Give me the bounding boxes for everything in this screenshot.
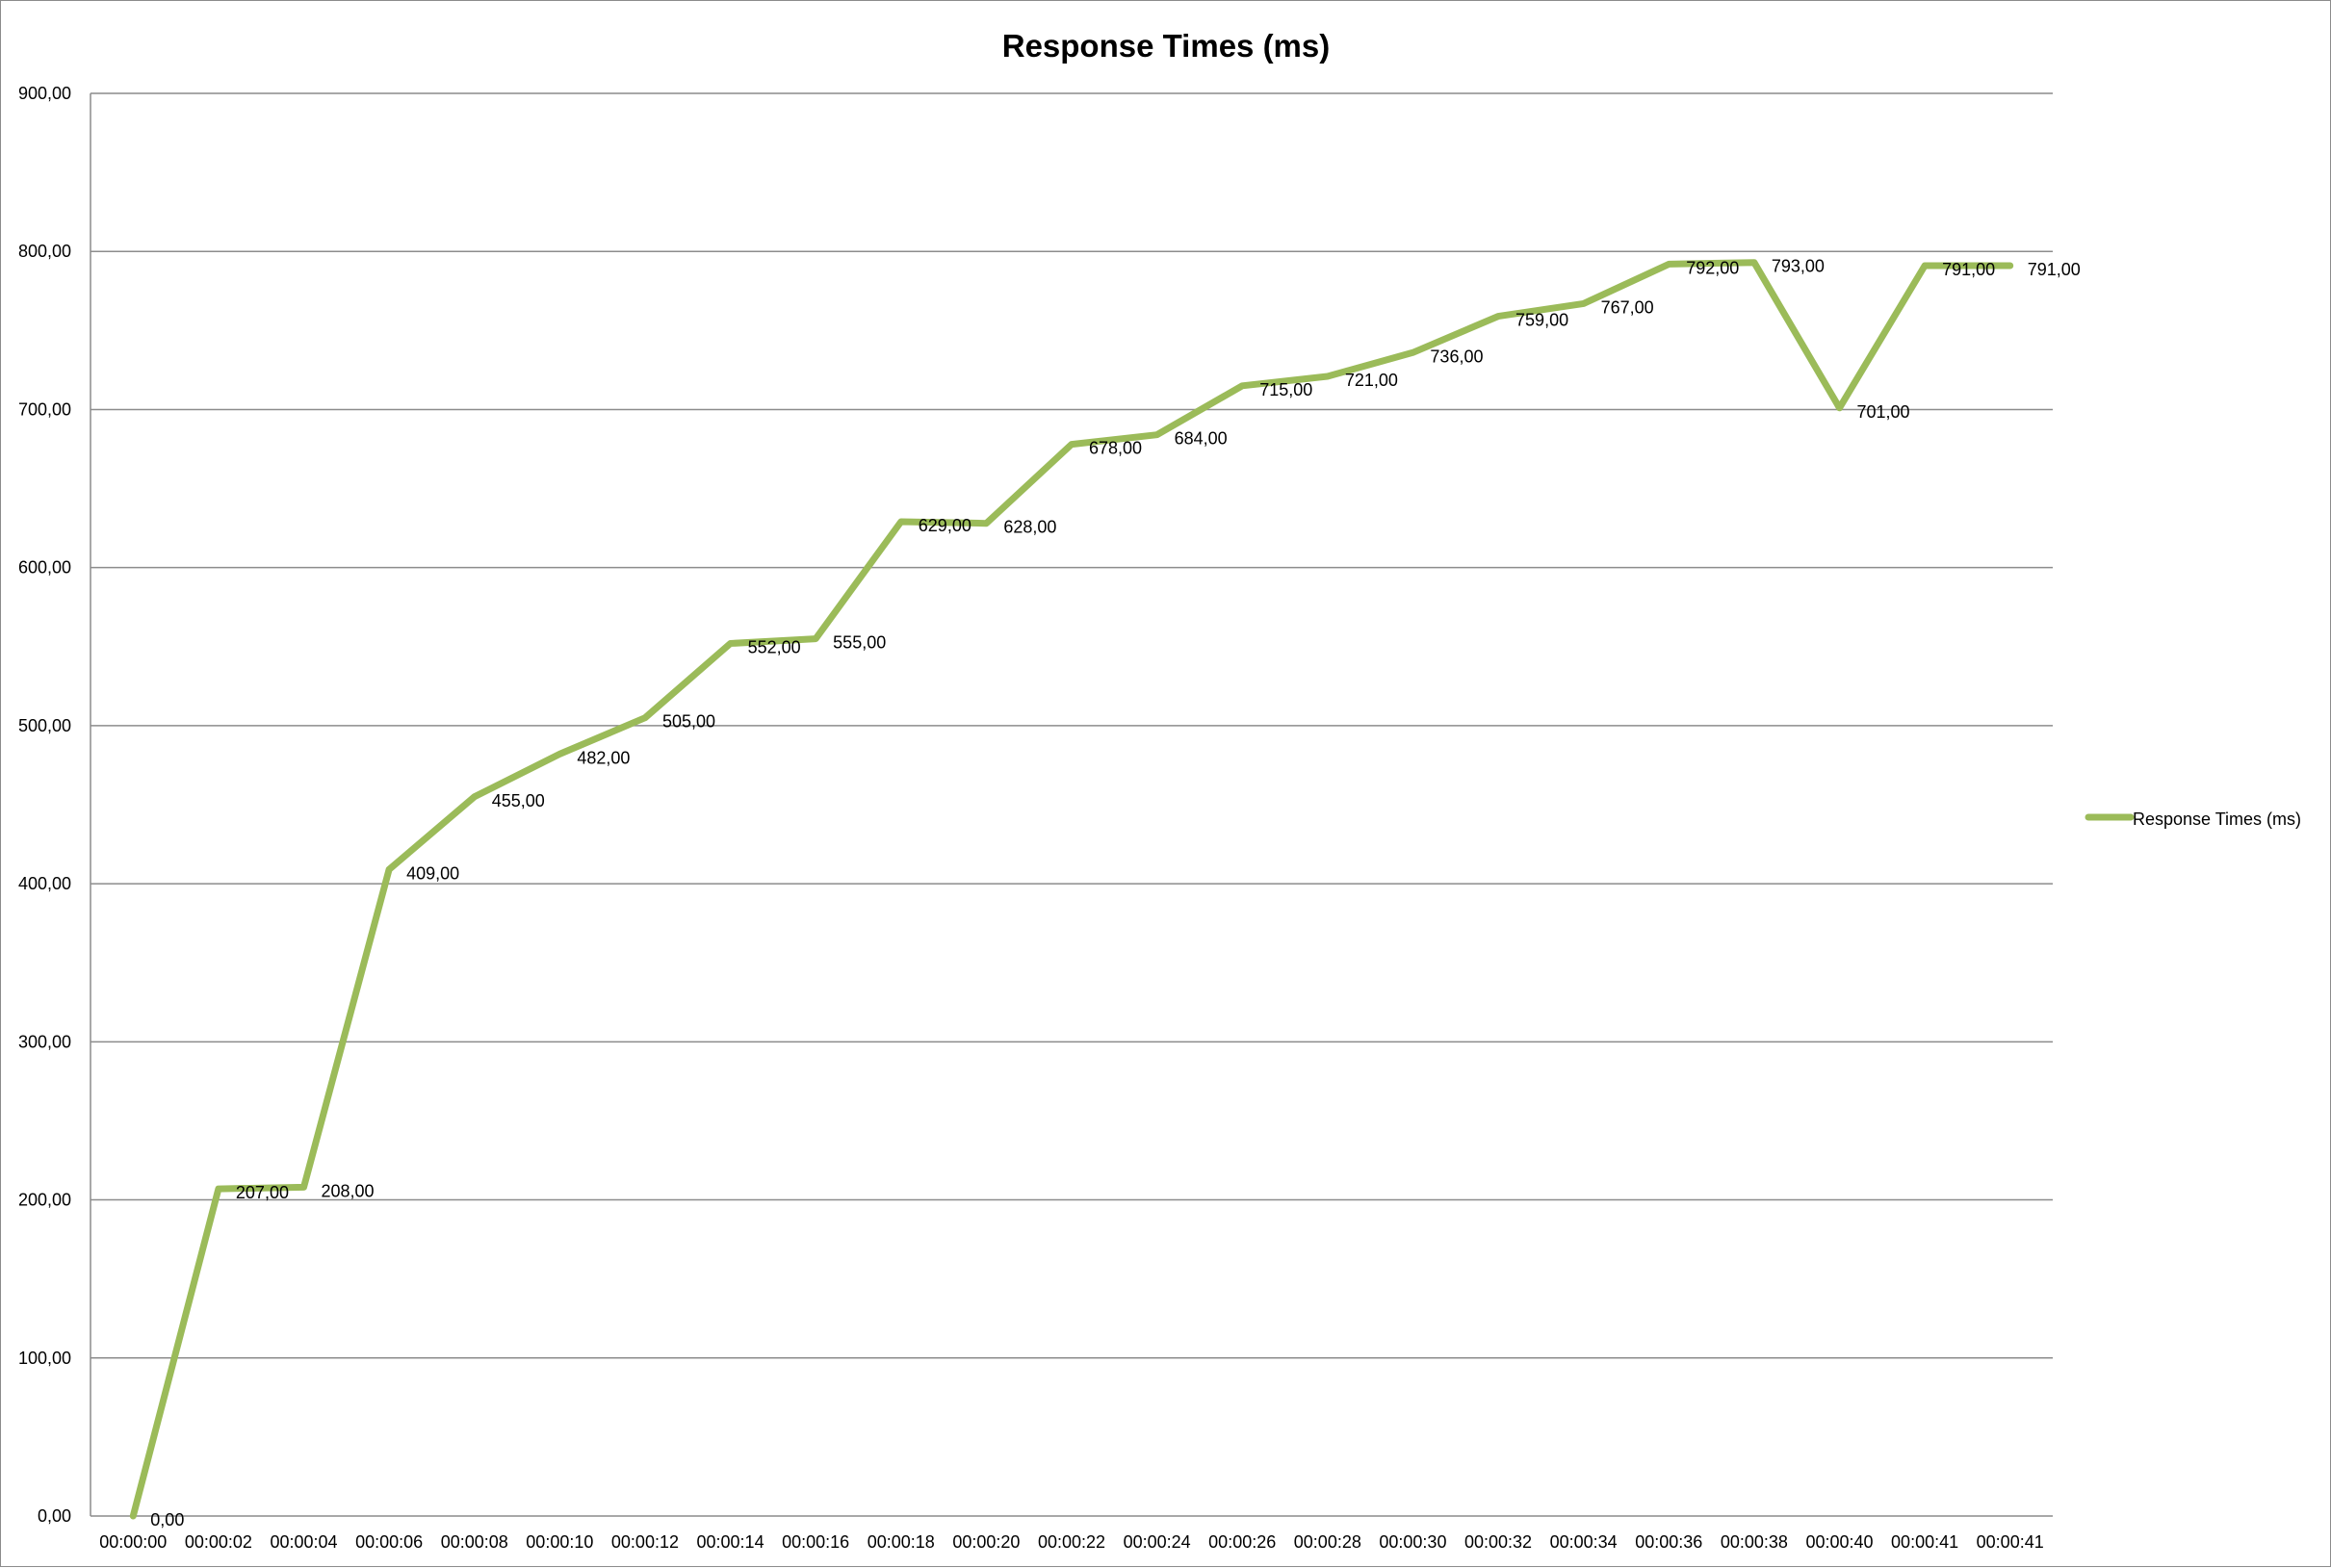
x-tick-label: 00:00:02	[185, 1532, 252, 1552]
data-label: 207,00	[236, 1183, 289, 1202]
data-label: 505,00	[662, 712, 715, 732]
x-tick-label: 00:00:00	[99, 1532, 167, 1552]
chart-title: Response Times (ms)	[1002, 28, 1331, 64]
data-label: 678,00	[1089, 439, 1142, 458]
x-tick-label: 00:00:41	[1891, 1532, 1958, 1552]
x-tick-label: 00:00:28	[1294, 1532, 1361, 1552]
data-label: 409,00	[406, 863, 459, 883]
y-tick-label: 700,00	[18, 399, 71, 419]
x-tick-label: 00:00:04	[270, 1532, 337, 1552]
x-tick-label: 00:00:24	[1124, 1532, 1191, 1552]
y-tick-label: 400,00	[18, 874, 71, 893]
legend-entry-label: Response Times (ms)	[2133, 810, 2301, 829]
data-label: 793,00	[1772, 257, 1825, 276]
data-label: 736,00	[1430, 347, 1483, 366]
data-label: 0,00	[150, 1510, 184, 1529]
data-label: 721,00	[1345, 371, 1398, 390]
x-tick-label: 00:00:36	[1635, 1532, 1702, 1552]
y-tick-label: 300,00	[18, 1032, 71, 1051]
data-label: 552,00	[748, 637, 801, 656]
series-line	[133, 263, 2009, 1516]
data-label: 455,00	[492, 791, 545, 810]
legend: Response Times (ms)	[2088, 810, 2301, 829]
data-label: 791,00	[2028, 260, 2081, 279]
x-tick-label: 00:00:20	[952, 1532, 1020, 1552]
x-tick-label: 00:00:40	[1805, 1532, 1873, 1552]
x-tick-label: 00:00:32	[1464, 1532, 1532, 1552]
data-label: 684,00	[1175, 429, 1228, 449]
data-labels: 0,00 207,00 208,00 409,00 455,00 482,00 505,00…	[150, 257, 2080, 1529]
y-axis-tick-labels: 0,00 100,00 200,00 300,00 400,00 500,00 600,00…	[18, 84, 71, 1526]
data-label: 628,00	[1003, 518, 1056, 537]
x-axis-tick-labels: 00:00:00 00:00:02 00:00:04 00:00:06 00:00:08…	[99, 1532, 2043, 1552]
data-label: 767,00	[1601, 297, 1654, 317]
data-label: 791,00	[1942, 260, 1995, 279]
data-label: 482,00	[577, 748, 630, 767]
x-tick-label: 00:00:22	[1038, 1532, 1105, 1552]
y-tick-label: 200,00	[18, 1191, 71, 1210]
x-tick-label: 00:00:06	[355, 1532, 423, 1552]
x-tick-label: 00:00:38	[1721, 1532, 1788, 1552]
data-label: 555,00	[833, 633, 886, 653]
x-tick-label: 00:00:10	[526, 1532, 593, 1552]
series-lines	[133, 263, 2010, 1516]
x-tick-label: 00:00:08	[441, 1532, 508, 1552]
data-label: 715,00	[1259, 380, 1312, 399]
data-label: 792,00	[1686, 258, 1739, 277]
x-tick-label: 00:00:12	[611, 1532, 679, 1552]
x-tick-label: 00:00:34	[1550, 1532, 1618, 1552]
data-label: 629,00	[919, 516, 971, 535]
y-tick-label: 900,00	[18, 84, 71, 103]
data-label: 701,00	[1856, 402, 1909, 422]
data-label: 759,00	[1515, 311, 1568, 330]
x-tick-label: 00:00:26	[1208, 1532, 1276, 1552]
data-label: 208,00	[322, 1181, 375, 1200]
x-tick-label: 00:00:41	[1977, 1532, 2044, 1552]
y-tick-label: 800,00	[18, 242, 71, 261]
x-tick-label: 00:00:16	[782, 1532, 849, 1552]
gridlines	[91, 93, 2053, 1358]
axes	[91, 93, 2053, 1516]
y-tick-label: 0,00	[38, 1506, 71, 1526]
y-tick-label: 100,00	[18, 1349, 71, 1368]
y-tick-label: 600,00	[18, 558, 71, 578]
x-tick-label: 00:00:30	[1379, 1532, 1446, 1552]
y-tick-label: 500,00	[18, 716, 71, 735]
x-tick-label: 00:00:18	[868, 1532, 935, 1552]
x-tick-label: 00:00:14	[697, 1532, 764, 1552]
